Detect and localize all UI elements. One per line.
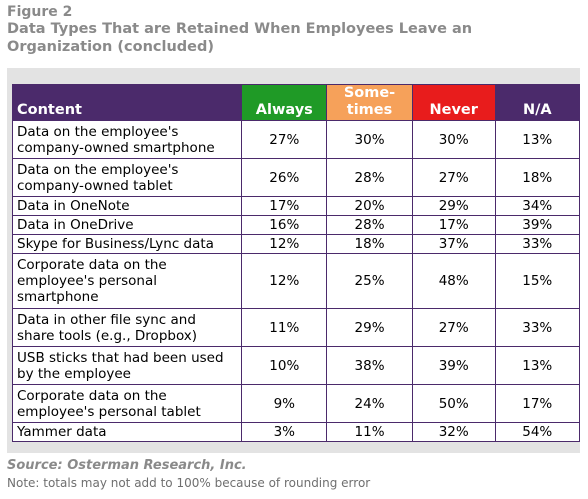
cell-never: 50%: [411, 384, 496, 423]
header-content: Content: [11, 84, 243, 121]
row-label: Data on the employee's company-owned sma…: [11, 120, 243, 159]
cell-sometimes: 28%: [326, 158, 413, 197]
table-row: Data on the employee's company-owned sma…: [11, 120, 581, 159]
table-row: Data in OneNote 17% 20% 29% 34%: [11, 196, 581, 216]
cell-sometimes: 29%: [326, 308, 413, 347]
cell-never: 37%: [411, 234, 496, 254]
note-line: Note: totals may not add to 100% because…: [7, 476, 371, 490]
cell-na: 34%: [494, 196, 581, 216]
cell-always: 26%: [241, 158, 328, 197]
cell-never: 27%: [411, 158, 496, 197]
table-header-row: Content Always Some- times Never N/A: [11, 84, 581, 121]
table-row: Data in other file sync and share tools …: [11, 308, 581, 347]
cell-always: 17%: [241, 196, 328, 216]
header-na: N/A: [494, 84, 581, 121]
cell-sometimes: 28%: [326, 215, 413, 235]
table-frame: Content Always Some- times Never N/A Dat…: [7, 68, 581, 453]
cell-always: 12%: [241, 253, 328, 309]
cell-always: 9%: [241, 384, 328, 423]
table-row: Data on the employee's company-owned tab…: [11, 158, 581, 197]
cell-never: 29%: [411, 196, 496, 216]
cell-na: 13%: [494, 120, 581, 159]
cell-never: 48%: [411, 253, 496, 309]
row-label: Skype for Business/Lync data: [11, 234, 243, 254]
cell-sometimes: 30%: [326, 120, 413, 159]
table-row: Data in OneDrive 16% 28% 17% 39%: [11, 215, 581, 235]
row-label: Data in OneNote: [11, 196, 243, 216]
cell-never: 32%: [411, 422, 496, 442]
table-row: Corporate data on the employee's persona…: [11, 253, 581, 309]
cell-na: 17%: [494, 384, 581, 423]
cell-never: 30%: [411, 120, 496, 159]
table-row: Corporate data on the employee's persona…: [11, 384, 581, 423]
cell-always: 11%: [241, 308, 328, 347]
cell-na: 13%: [494, 346, 581, 385]
row-label: USB sticks that had been used by the emp…: [11, 346, 243, 385]
cell-sometimes: 38%: [326, 346, 413, 385]
cell-never: 27%: [411, 308, 496, 347]
cell-always: 12%: [241, 234, 328, 254]
row-label: Data on the employee's company-owned tab…: [11, 158, 243, 197]
figure-title: Data Types That are Retained When Employ…: [7, 21, 473, 55]
row-label: Corporate data on the employee's persona…: [11, 384, 243, 423]
source-line: Source: Osterman Research, Inc.: [7, 458, 247, 473]
cell-always: 16%: [241, 215, 328, 235]
cell-sometimes: 24%: [326, 384, 413, 423]
row-label: Data in other file sync and share tools …: [11, 308, 243, 347]
table-row: Skype for Business/Lync data 12% 18% 37% 33%: [11, 234, 581, 254]
cell-never: 39%: [411, 346, 496, 385]
cell-sometimes: 18%: [326, 234, 413, 254]
header-always: Always: [241, 84, 328, 121]
row-label: Corporate data on the employee's persona…: [11, 253, 243, 309]
row-label: Data in OneDrive: [11, 215, 243, 235]
cell-na: 18%: [494, 158, 581, 197]
table-row: Yammer data 3% 11% 32% 54%: [11, 422, 581, 442]
cell-sometimes: 25%: [326, 253, 413, 309]
cell-na: 39%: [494, 215, 581, 235]
cell-never: 17%: [411, 215, 496, 235]
cell-sometimes: 20%: [326, 196, 413, 216]
table-row: USB sticks that had been used by the emp…: [11, 346, 581, 385]
cell-always: 10%: [241, 346, 328, 385]
cell-always: 3%: [241, 422, 328, 442]
header-never: Never: [411, 84, 496, 121]
cell-na: 15%: [494, 253, 581, 309]
cell-na: 54%: [494, 422, 581, 442]
cell-na: 33%: [494, 234, 581, 254]
header-sometimes: Some- times: [326, 84, 413, 121]
cell-na: 33%: [494, 308, 581, 347]
data-table: Content Always Some- times Never N/A Dat…: [11, 84, 581, 442]
cell-always: 27%: [241, 120, 328, 159]
cell-sometimes: 11%: [326, 422, 413, 442]
figure-label: Figure 2: [7, 4, 73, 20]
row-label: Yammer data: [11, 422, 243, 442]
